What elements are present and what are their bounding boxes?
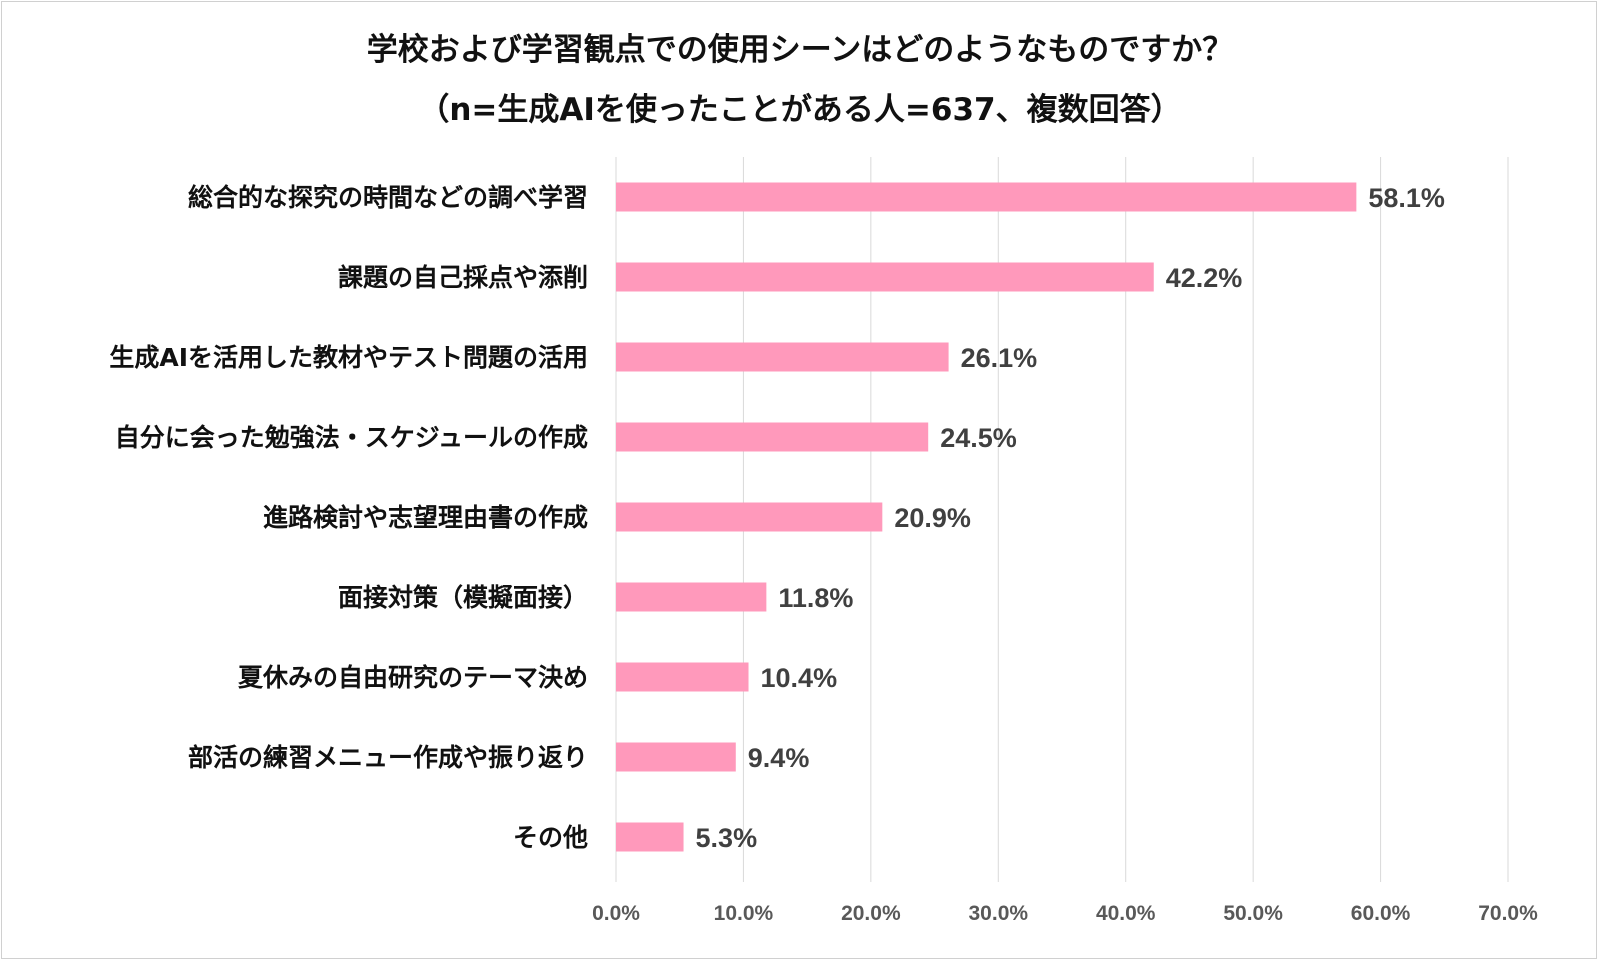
chart-subtitle: （n=生成AIを使ったことがある人=637、複数回答） bbox=[418, 92, 1181, 128]
x-tick-label: 70.0% bbox=[1478, 902, 1538, 925]
value-label: 58.1% bbox=[1368, 183, 1445, 213]
x-tick-label: 30.0% bbox=[969, 902, 1029, 925]
category-label: 自分に会った勉強法・スケジュールの作成 bbox=[115, 423, 588, 452]
value-label: 26.1% bbox=[961, 343, 1038, 373]
value-labels: 58.1% 42.2% 26.1% 24.5% 20.9% 11.8% 10.4% 9.4% 5… bbox=[696, 183, 1445, 853]
category-label: 夏休みの自由研究のテーマ決め bbox=[238, 663, 588, 692]
value-label: 20.9% bbox=[894, 503, 971, 533]
category-label: 総合的な探究の時間などの調べ学習 bbox=[188, 183, 588, 212]
value-label: 10.4% bbox=[761, 663, 838, 693]
category-label: その他 bbox=[513, 823, 588, 852]
value-label: 5.3% bbox=[696, 823, 758, 853]
bar bbox=[616, 502, 883, 532]
value-label: 24.5% bbox=[940, 423, 1017, 453]
value-label: 9.4% bbox=[748, 743, 810, 773]
category-label: 課題の自己採点や添削 bbox=[338, 263, 588, 292]
bar bbox=[616, 262, 1154, 292]
category-labels: 総合的な探究の時間などの調べ学習課題の自己採点や添削生成AIを活用した教材やテス… bbox=[109, 183, 588, 852]
x-tick-label: 20.0% bbox=[841, 902, 901, 925]
x-axis-ticks: 0.0% 10.0% 20.0% 30.0% 40.0% 50.0% 60.0% 70.0% bbox=[592, 902, 1538, 925]
bar bbox=[616, 822, 684, 852]
bars bbox=[616, 182, 1357, 852]
category-label: 面接対策（模擬面接） bbox=[338, 583, 588, 612]
bar bbox=[616, 662, 749, 692]
value-label: 11.8% bbox=[778, 583, 853, 613]
category-label: 進路検討や志望理由書の作成 bbox=[263, 503, 588, 532]
bar bbox=[616, 422, 929, 452]
chart-title: 学校および学習観点での使用シーンはどのようなものですか？ bbox=[367, 32, 1233, 68]
bar bbox=[616, 582, 767, 612]
category-label: 部活の練習メニュー作成や振り返り bbox=[188, 743, 588, 772]
x-tick-label: 0.0% bbox=[592, 902, 640, 925]
bar bbox=[616, 742, 736, 772]
bar bbox=[616, 342, 949, 372]
x-tick-label: 60.0% bbox=[1351, 902, 1411, 925]
category-label: 生成AIを活用した教材やテスト問題の活用 bbox=[109, 343, 588, 372]
x-tick-label: 10.0% bbox=[714, 902, 774, 925]
value-label: 42.2% bbox=[1166, 263, 1243, 293]
bar bbox=[616, 182, 1357, 212]
x-tick-label: 40.0% bbox=[1096, 902, 1156, 925]
x-tick-label: 50.0% bbox=[1223, 902, 1283, 925]
